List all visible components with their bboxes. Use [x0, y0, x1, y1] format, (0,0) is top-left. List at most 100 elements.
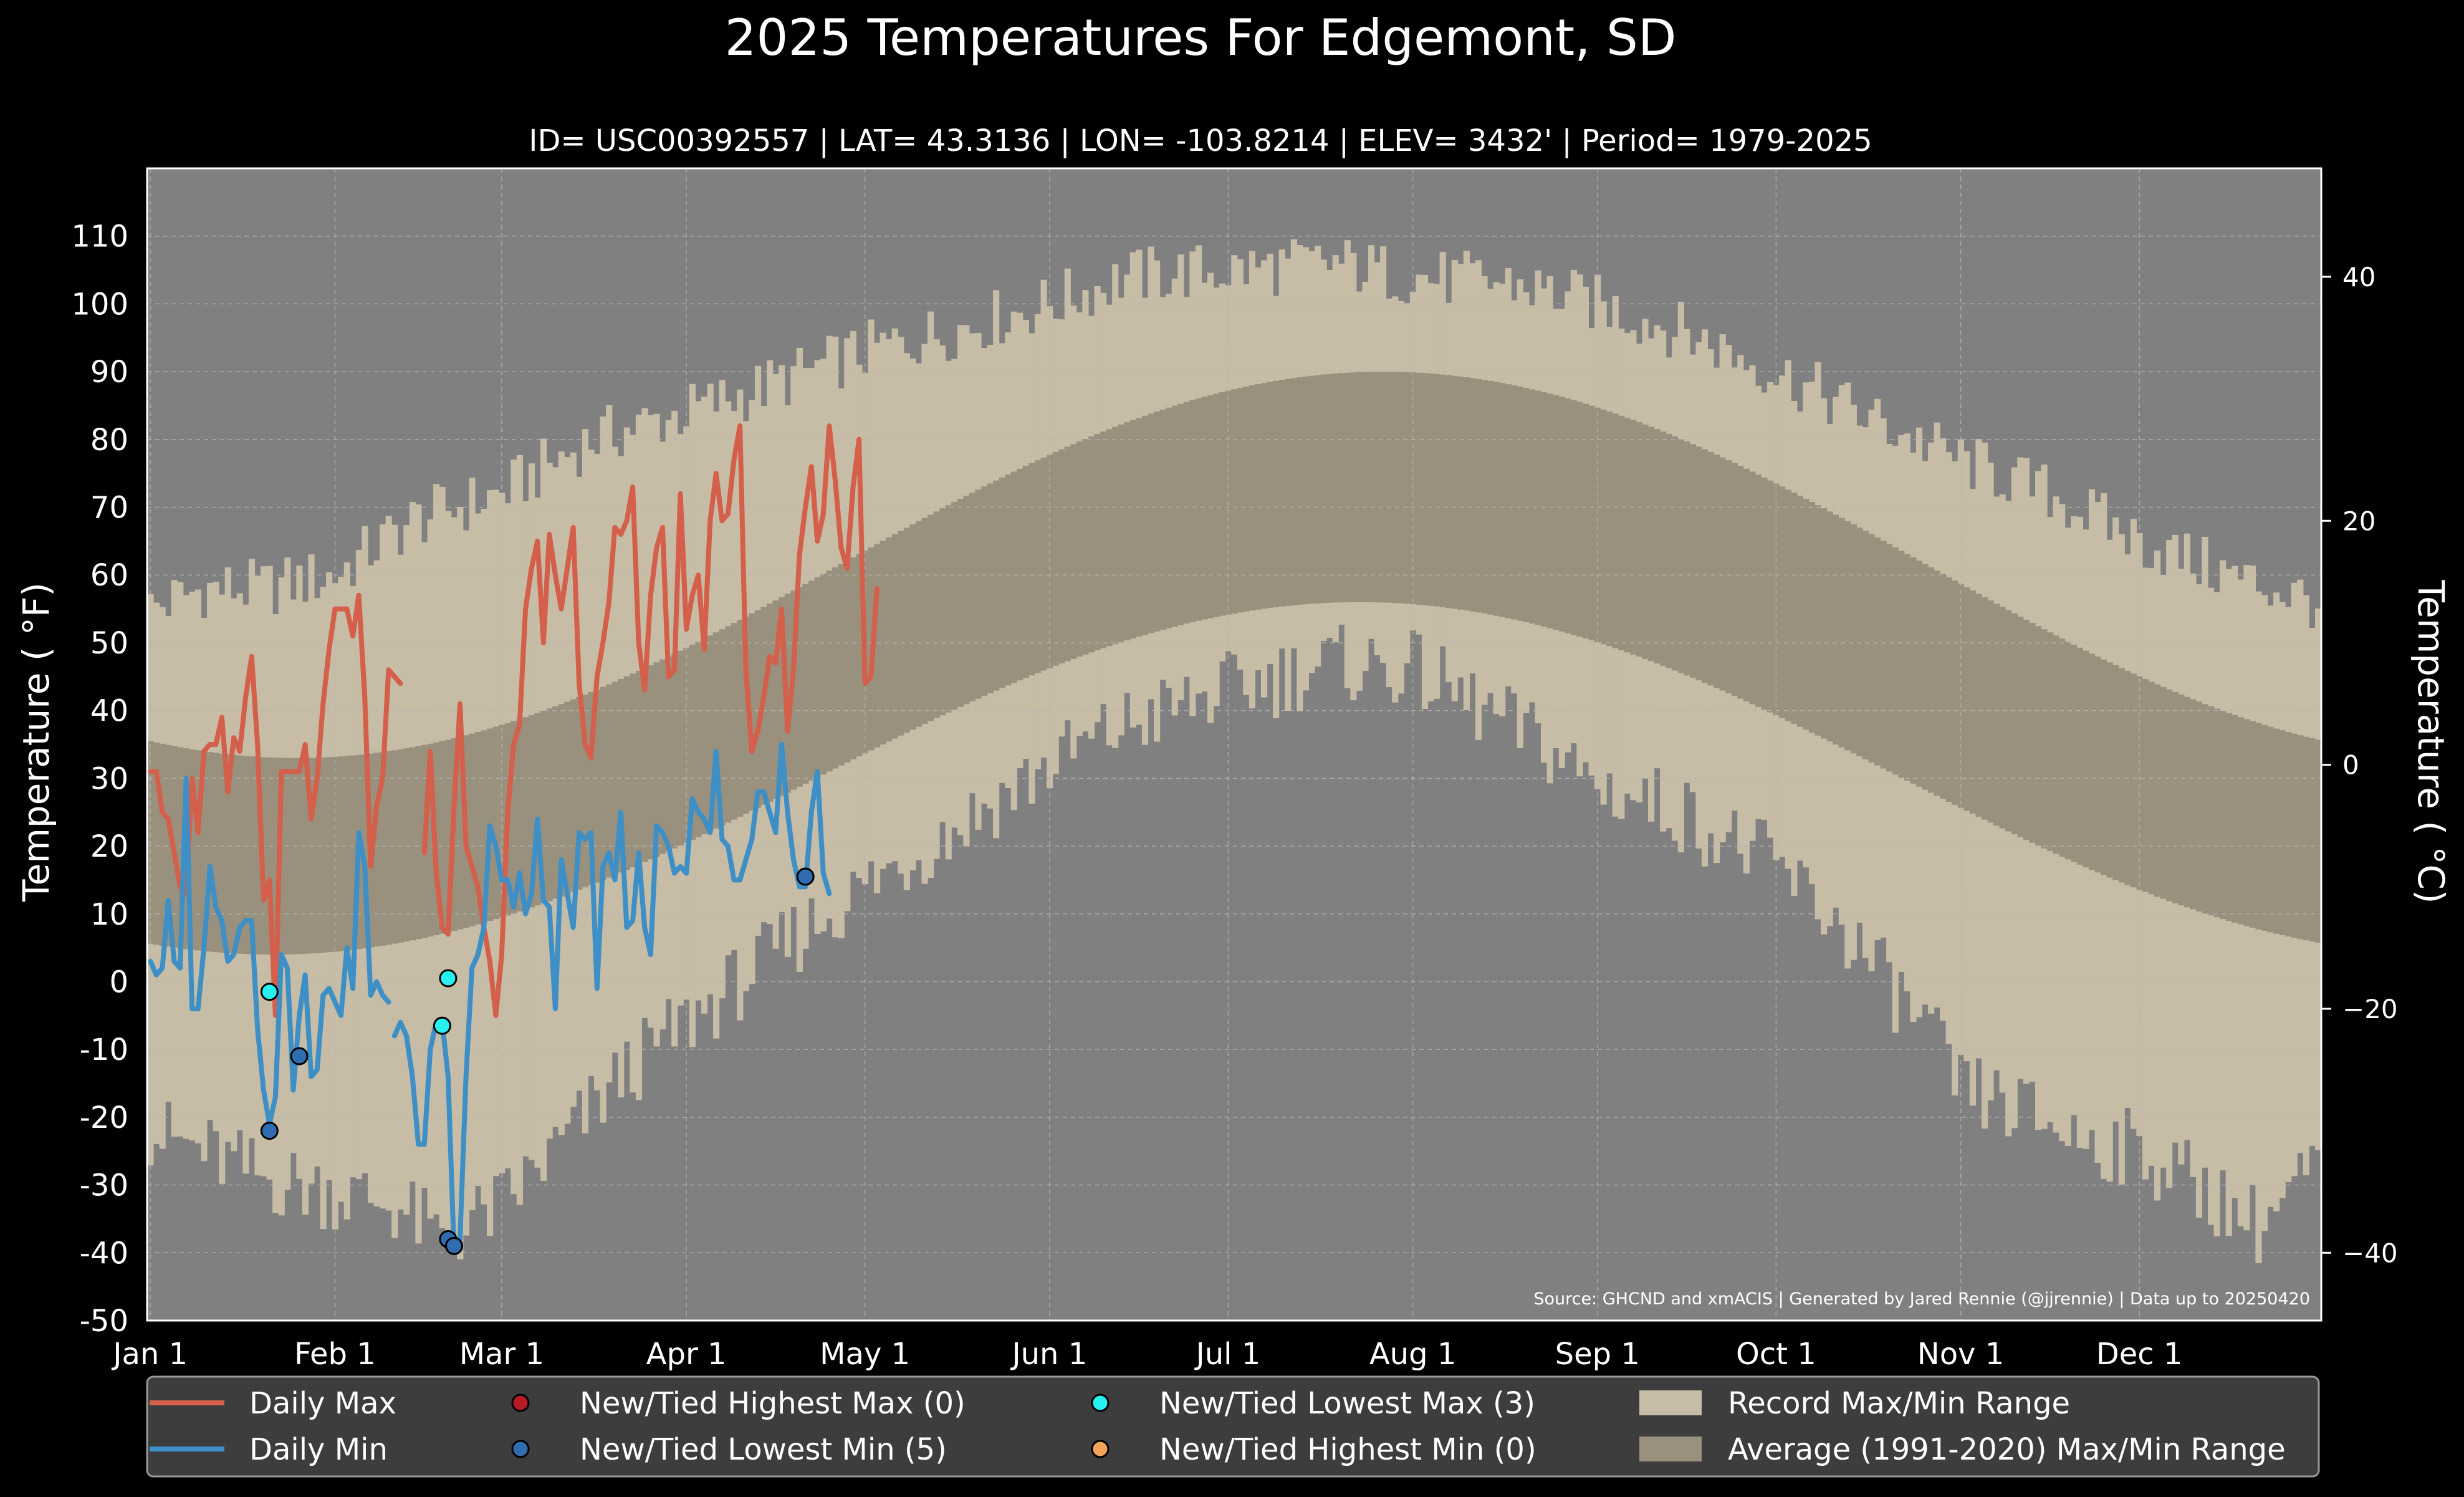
normal-range-bar	[1022, 466, 1030, 678]
record-marker-lowest-min	[260, 1122, 279, 1140]
x-tick-label: Feb 1	[294, 1337, 376, 1372]
normal-range-bar	[1028, 463, 1035, 676]
normal-range-bar	[1565, 398, 1571, 633]
y-tick-label: -30	[80, 1168, 128, 1203]
normal-range-bar	[1826, 511, 1833, 742]
normal-range-bar	[2088, 653, 2096, 870]
normal-range-bar	[2136, 676, 2143, 890]
normal-range-bar	[1791, 493, 1798, 724]
normal-range-bar	[2208, 706, 2215, 916]
normal-range-bar	[659, 659, 666, 854]
x-axis-ticks: Jan 1 Feb 1 Mar 1 Apr 1 May 1 Jun 1 Jul 1 Aug 1…	[111, 1337, 2182, 1372]
normal-range-bar	[1070, 444, 1077, 659]
normal-range-bar	[1427, 373, 1434, 606]
normal-range-bar	[1320, 374, 1327, 604]
normal-range-bar	[1278, 380, 1285, 607]
y-tick-label: 40	[90, 694, 128, 729]
x-tick-label: Jun 1	[1010, 1337, 1087, 1372]
normal-range-bar	[2005, 610, 2012, 832]
normal-range-bar	[1118, 424, 1124, 643]
normal-range-bar	[850, 557, 856, 760]
x-tick-label: May 1	[820, 1337, 910, 1372]
legend-label: Average (1991-2020) Max/Min Range	[1728, 1432, 2286, 1467]
normal-range-bar	[1273, 380, 1280, 607]
legend-item: New/Tied Lowest Max (3)	[1091, 1386, 1535, 1421]
normal-range-bar	[707, 635, 714, 832]
chart-subtitle: ID= USC00392557 | LAT= 43.3136 | LON= -1…	[529, 123, 1872, 158]
normal-range-bar	[385, 751, 392, 945]
normal-range-bar	[1213, 393, 1220, 617]
y-tick-label: 30	[90, 761, 128, 796]
record-marker-lowest-min	[290, 1047, 309, 1066]
normal-range-bar	[1850, 524, 1857, 754]
normal-range-bar	[284, 758, 291, 955]
normal-range-bar	[1374, 372, 1381, 603]
normal-range-bar	[326, 757, 333, 953]
normal-range-bar	[993, 480, 1000, 691]
normal-range-bar	[2059, 638, 2066, 857]
normal-range-bar	[1332, 373, 1339, 603]
normal-range-bar	[1999, 607, 2006, 829]
legend-item: Daily Min	[150, 1432, 388, 1467]
daily-max-line	[148, 592, 403, 1018]
normal-range-bar	[1910, 557, 1917, 784]
normal-range-bar	[1445, 375, 1452, 609]
legend-label: New/Tied Highest Max (0)	[580, 1386, 966, 1421]
normal-range-bar	[2029, 623, 2036, 843]
y-tick-label: -40	[80, 1236, 128, 1271]
x-tick-label: Nov 1	[1917, 1337, 2004, 1372]
normal-range-bar	[945, 505, 952, 713]
y2-tick-label: 40	[2342, 262, 2375, 292]
normal-range-bar	[1844, 521, 1851, 751]
normal-range-bar	[1434, 373, 1441, 607]
normal-range-bar	[242, 756, 249, 955]
source-note: Source: GHCND and xmACIS | Generated by …	[1533, 1289, 2310, 1309]
normal-range-bar	[302, 758, 309, 954]
record-marker-lowest-min	[796, 867, 815, 886]
normal-range-bar	[951, 502, 958, 710]
normal-range-bar	[2279, 730, 2286, 935]
normal-range-bar	[1207, 395, 1214, 619]
normal-range-bar	[844, 561, 851, 763]
normal-range-bar	[2225, 713, 2232, 922]
normal-range-bar	[350, 755, 357, 950]
normal-range-bar	[2190, 699, 2197, 910]
legend: Daily Max Daily Min New/Tied Highest Max (…	[146, 1375, 2320, 1478]
y-tick-label: 110	[71, 219, 128, 254]
normal-range-bar	[1094, 433, 1101, 650]
normal-range-bar	[796, 587, 803, 787]
normal-range-bar	[1606, 412, 1613, 647]
normal-range-bar	[1570, 400, 1577, 635]
normal-range-bar	[1231, 389, 1238, 614]
normal-range-bar	[1285, 378, 1292, 606]
normal-range-bar	[1255, 384, 1262, 610]
normal-range-bar	[975, 489, 982, 699]
normal-range-bar	[2130, 673, 2137, 888]
normal-range-bar	[1457, 376, 1464, 610]
normal-range-bar	[1892, 547, 1899, 775]
normal-range-bar	[1356, 372, 1363, 602]
normal-range-bar	[2154, 684, 2161, 897]
normal-range-bar	[611, 681, 618, 875]
normal-range-bar	[576, 696, 583, 890]
normal-range-bar	[1821, 508, 1828, 739]
legend-item: Record Max/Min Range	[1639, 1386, 2070, 1421]
normal-range-bar	[1112, 426, 1119, 645]
normal-range-bar	[1100, 431, 1107, 648]
normal-range-bar	[963, 496, 970, 705]
normal-range-bar	[1088, 436, 1095, 653]
normal-range-bar	[2142, 679, 2149, 892]
normal-range-bar	[2011, 613, 2018, 835]
normal-range-bar	[1618, 415, 1625, 650]
normal-range-bar	[999, 477, 1005, 688]
daily-min-line	[391, 742, 832, 1256]
normal-range-bar	[343, 756, 350, 951]
normal-range-bar	[2076, 647, 2083, 865]
normal-range-bar	[2094, 657, 2101, 873]
normal-range-bar	[445, 739, 452, 933]
y2-tick-label: −20	[2342, 994, 2398, 1024]
normal-range-bar	[1243, 387, 1250, 612]
normal-range-bar	[737, 620, 744, 817]
